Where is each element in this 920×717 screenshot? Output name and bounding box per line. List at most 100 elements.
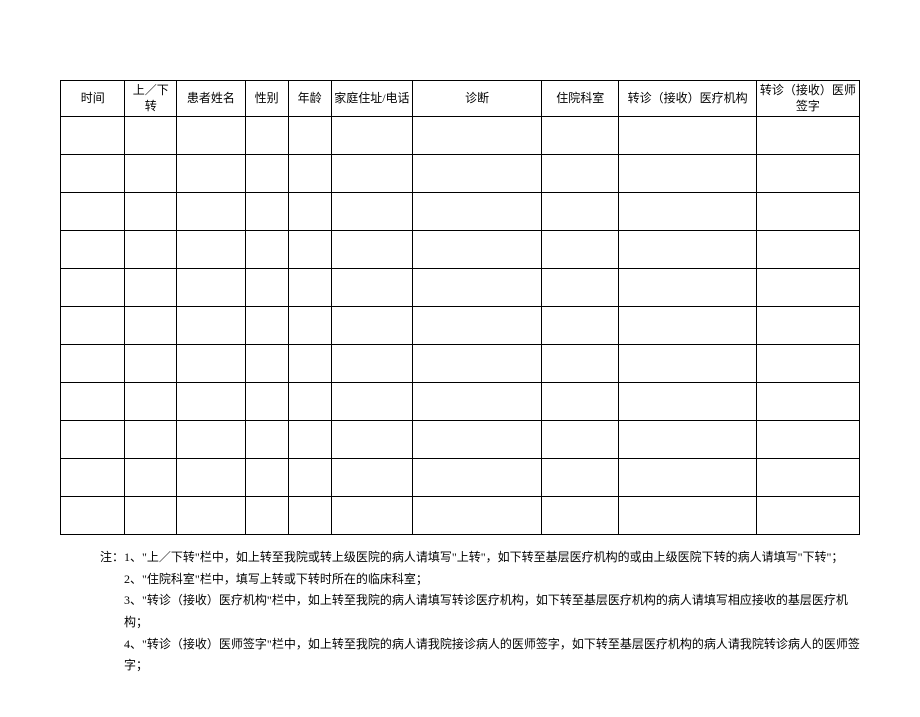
table-cell xyxy=(542,193,619,231)
table-cell xyxy=(331,155,413,193)
table-cell xyxy=(176,231,245,269)
table-cell xyxy=(542,383,619,421)
table-cell xyxy=(542,345,619,383)
notes-item: 4、"转诊（接收）医师签字"栏中，如上转至我院的病人请我院接诊病人的医师签字，如… xyxy=(124,634,860,677)
table-cell xyxy=(542,231,619,269)
table-cell xyxy=(413,155,542,193)
table-cell xyxy=(331,383,413,421)
notes-item: 2、"住院科室"栏中，填写上转或下转时所在的临床科室； xyxy=(124,569,428,591)
table-row xyxy=(61,117,860,155)
table-cell xyxy=(619,269,756,307)
notes-section: 注： 1、"上／下转"栏中，如上转至我院或转上级医院的病人请填写"上转"，如下转… xyxy=(60,547,860,677)
table-cell xyxy=(542,459,619,497)
table-cell xyxy=(413,345,542,383)
table-header-cell: 性别 xyxy=(245,81,288,117)
table-cell xyxy=(176,421,245,459)
table-row xyxy=(61,459,860,497)
table-header-cell: 患者姓名 xyxy=(176,81,245,117)
table-cell xyxy=(619,155,756,193)
table-cell xyxy=(61,117,125,155)
table-cell xyxy=(619,193,756,231)
table-cell xyxy=(125,117,177,155)
table-cell xyxy=(245,193,288,231)
table-cell xyxy=(619,383,756,421)
table-cell xyxy=(619,459,756,497)
table-cell xyxy=(288,155,331,193)
table-cell xyxy=(756,269,859,307)
table-cell xyxy=(176,345,245,383)
table-cell xyxy=(125,345,177,383)
table-cell xyxy=(176,117,245,155)
table-cell xyxy=(756,307,859,345)
table-cell xyxy=(542,155,619,193)
notes-item: 3、"转诊（接收）医疗机构"栏中，如上转至我院的病人请填写转诊医疗机构，如下转至… xyxy=(124,590,860,633)
table-cell xyxy=(245,497,288,535)
table-cell xyxy=(61,459,125,497)
table-cell xyxy=(413,459,542,497)
table-cell xyxy=(756,345,859,383)
table-cell xyxy=(245,421,288,459)
notes-indent xyxy=(100,590,124,633)
table-cell xyxy=(176,383,245,421)
table-cell xyxy=(176,155,245,193)
table-cell xyxy=(756,383,859,421)
table-row xyxy=(61,497,860,535)
table-cell xyxy=(331,345,413,383)
table-cell xyxy=(245,307,288,345)
table-header-cell: 年龄 xyxy=(288,81,331,117)
table-cell xyxy=(413,307,542,345)
table-cell xyxy=(331,117,413,155)
table-cell xyxy=(125,231,177,269)
table-cell xyxy=(288,383,331,421)
table-cell xyxy=(331,307,413,345)
table-cell xyxy=(176,307,245,345)
table-cell xyxy=(331,193,413,231)
table-cell xyxy=(756,231,859,269)
table-cell xyxy=(125,307,177,345)
table-header-cell: 家庭住址/电话 xyxy=(331,81,413,117)
table-row xyxy=(61,383,860,421)
table-cell xyxy=(756,421,859,459)
table-cell xyxy=(288,117,331,155)
table-header-cell: 上／下转 xyxy=(125,81,177,117)
table-row xyxy=(61,193,860,231)
table-cell xyxy=(619,231,756,269)
notes-prefix: 注： xyxy=(100,547,124,569)
table-cell xyxy=(245,269,288,307)
table-cell xyxy=(413,383,542,421)
table-cell xyxy=(331,421,413,459)
table-cell xyxy=(61,155,125,193)
table-cell xyxy=(619,497,756,535)
table-cell xyxy=(756,459,859,497)
table-cell xyxy=(542,307,619,345)
table-row xyxy=(61,231,860,269)
table-cell xyxy=(61,421,125,459)
table-header-cell: 诊断 xyxy=(413,81,542,117)
table-cell xyxy=(125,269,177,307)
table-cell xyxy=(413,193,542,231)
table-row xyxy=(61,421,860,459)
table-cell xyxy=(125,421,177,459)
table-cell xyxy=(176,459,245,497)
table-cell xyxy=(61,269,125,307)
table-cell xyxy=(331,269,413,307)
table-cell xyxy=(331,231,413,269)
notes-indent xyxy=(100,569,124,591)
table-cell xyxy=(542,269,619,307)
table-cell xyxy=(245,345,288,383)
table-header-cell: 住院科室 xyxy=(542,81,619,117)
table-cell xyxy=(542,497,619,535)
table-cell xyxy=(413,497,542,535)
table-cell xyxy=(756,497,859,535)
table-cell xyxy=(619,345,756,383)
table-cell xyxy=(331,497,413,535)
table-cell xyxy=(288,421,331,459)
table-cell xyxy=(245,383,288,421)
table-header-row: 时间上／下转患者姓名性别年龄家庭住址/电话诊断住院科室转诊（接收）医疗机构转诊（… xyxy=(61,81,860,117)
table-cell xyxy=(288,459,331,497)
table-cell xyxy=(288,231,331,269)
table-cell xyxy=(413,231,542,269)
table-cell xyxy=(125,193,177,231)
table-cell xyxy=(125,459,177,497)
table-cell xyxy=(245,117,288,155)
